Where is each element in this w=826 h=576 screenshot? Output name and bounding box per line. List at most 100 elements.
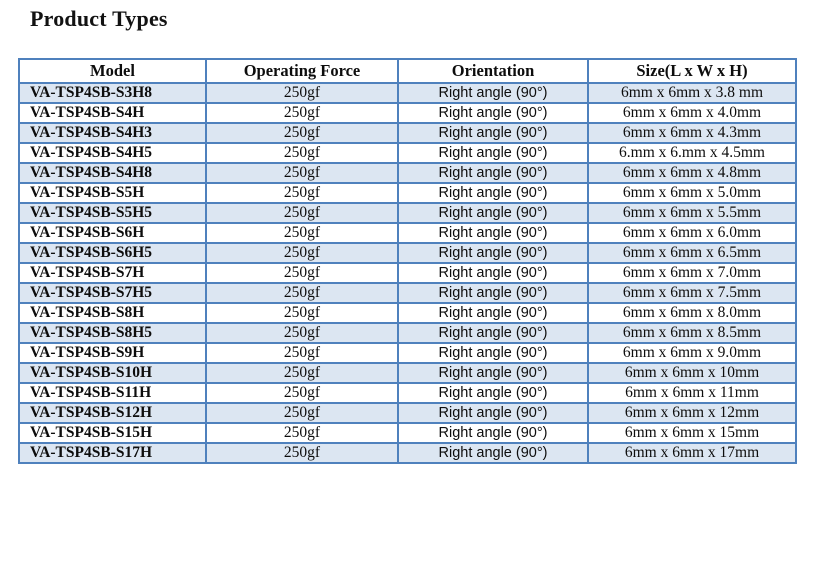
cell-model: VA-TSP4SB-S17H — [18, 442, 207, 464]
cell-size: 6mm x 6mm x 8.0mm — [587, 302, 797, 324]
cell-size: 6mm x 6mm x 4.0mm — [587, 102, 797, 124]
table-row: VA-TSP4SB-S4H 250gf Right angle (90°) 6mm x… — [18, 102, 797, 124]
cell-model: VA-TSP4SB-S7H5 — [18, 282, 207, 304]
cell-size: 6mm x 6mm x 4.8mm — [587, 162, 797, 184]
column-header-operating-force: Operating Force — [205, 58, 399, 84]
cell-size: 6mm x 6mm x 5.5mm — [587, 202, 797, 224]
table-row: VA-TSP4SB-S6H 250gf Right angle (90°) 6mm x… — [18, 222, 797, 244]
cell-operating-force: 250gf — [205, 322, 399, 344]
table-row: VA-TSP4SB-S17H 250gf Right angle (90°) 6mm … — [18, 442, 797, 464]
cell-orientation: Right angle (90°) — [397, 242, 589, 264]
table-row: VA-TSP4SB-S11H 250gf Right angle (90°) 6mm … — [18, 382, 797, 404]
cell-size: 6mm x 6mm x 8.5mm — [587, 322, 797, 344]
cell-orientation: Right angle (90°) — [397, 362, 589, 384]
table-header: Model Operating Force Orientation Size(L… — [18, 58, 797, 84]
cell-size: 6mm x 6mm x 12mm — [587, 402, 797, 424]
cell-operating-force: 250gf — [205, 302, 399, 324]
cell-orientation: Right angle (90°) — [397, 262, 589, 284]
cell-model: VA-TSP4SB-S4H8 — [18, 162, 207, 184]
cell-operating-force: 250gf — [205, 122, 399, 144]
cell-operating-force: 250gf — [205, 382, 399, 404]
cell-size: 6.mm x 6.mm x 4.5mm — [587, 142, 797, 164]
cell-operating-force: 250gf — [205, 102, 399, 124]
cell-orientation: Right angle (90°) — [397, 182, 589, 204]
cell-model: VA-TSP4SB-S8H5 — [18, 322, 207, 344]
cell-size: 6mm x 6mm x 7.0mm — [587, 262, 797, 284]
cell-orientation: Right angle (90°) — [397, 442, 589, 464]
cell-model: VA-TSP4SB-S4H3 — [18, 122, 207, 144]
cell-model: VA-TSP4SB-S15H — [18, 422, 207, 444]
cell-operating-force: 250gf — [205, 202, 399, 224]
cell-operating-force: 250gf — [205, 342, 399, 364]
cell-size: 6mm x 6mm x 10mm — [587, 362, 797, 384]
cell-model: VA-TSP4SB-S9H — [18, 342, 207, 364]
cell-size: 6mm x 6mm x 11mm — [587, 382, 797, 404]
cell-size: 6mm x 6mm x 6.5mm — [587, 242, 797, 264]
cell-model: VA-TSP4SB-S7H — [18, 262, 207, 284]
cell-size: 6mm x 6mm x 3.8 mm — [587, 82, 797, 104]
table-row: VA-TSP4SB-S6H5 250gf Right angle (90°) 6mm … — [18, 242, 797, 264]
cell-orientation: Right angle (90°) — [397, 282, 589, 304]
cell-model: VA-TSP4SB-S10H — [18, 362, 207, 384]
cell-size: 6mm x 6mm x 15mm — [587, 422, 797, 444]
cell-size: 6mm x 6mm x 4.3mm — [587, 122, 797, 144]
cell-size: 6mm x 6mm x 9.0mm — [587, 342, 797, 364]
column-header-model: Model — [18, 58, 207, 84]
cell-orientation: Right angle (90°) — [397, 82, 589, 104]
table-row: VA-TSP4SB-S7H 250gf Right angle (90°) 6mm x… — [18, 262, 797, 284]
cell-orientation: Right angle (90°) — [397, 122, 589, 144]
table-row: VA-TSP4SB-S8H5 250gf Right angle (90°) 6mm … — [18, 322, 797, 344]
column-header-size: Size(L x W x H) — [587, 58, 797, 84]
cell-orientation: Right angle (90°) — [397, 402, 589, 424]
cell-model: VA-TSP4SB-S5H5 — [18, 202, 207, 224]
cell-operating-force: 250gf — [205, 442, 399, 464]
product-types-table: Model Operating Force Orientation Size(L… — [18, 58, 797, 464]
table-row: VA-TSP4SB-S12H 250gf Right angle (90°) 6mm … — [18, 402, 797, 424]
cell-orientation: Right angle (90°) — [397, 382, 589, 404]
cell-size: 6mm x 6mm x 7.5mm — [587, 282, 797, 304]
table-body: VA-TSP4SB-S3H8 250gf Right angle (90°) 6mm … — [18, 82, 797, 464]
table-row: VA-TSP4SB-S5H5 250gf Right angle (90°) 6mm … — [18, 202, 797, 224]
cell-orientation: Right angle (90°) — [397, 202, 589, 224]
cell-size: 6mm x 6mm x 5.0mm — [587, 182, 797, 204]
cell-orientation: Right angle (90°) — [397, 342, 589, 364]
cell-operating-force: 250gf — [205, 182, 399, 204]
cell-size: 6mm x 6mm x 6.0mm — [587, 222, 797, 244]
cell-orientation: Right angle (90°) — [397, 322, 589, 344]
column-header-orientation: Orientation — [397, 58, 589, 84]
table-row: VA-TSP4SB-S7H5 250gf Right angle (90°) 6mm … — [18, 282, 797, 304]
cell-orientation: Right angle (90°) — [397, 102, 589, 124]
cell-operating-force: 250gf — [205, 422, 399, 444]
page-title: Product Types — [30, 6, 168, 31]
table-row: VA-TSP4SB-S4H8 250gf Right angle (90°) 6mm … — [18, 162, 797, 184]
table-row: VA-TSP4SB-S4H3 250gf Right angle (90°) 6mm … — [18, 122, 797, 144]
table-row: VA-TSP4SB-S5H 250gf Right angle (90°) 6mm x… — [18, 182, 797, 204]
table-header-row: Model Operating Force Orientation Size(L… — [18, 58, 797, 84]
cell-orientation: Right angle (90°) — [397, 142, 589, 164]
cell-operating-force: 250gf — [205, 402, 399, 424]
cell-model: VA-TSP4SB-S4H — [18, 102, 207, 124]
table-row: VA-TSP4SB-S10H 250gf Right angle (90°) 6mm … — [18, 362, 797, 384]
cell-model: VA-TSP4SB-S6H — [18, 222, 207, 244]
table-row: VA-TSP4SB-S8H 250gf Right angle (90°) 6mm x… — [18, 302, 797, 324]
cell-operating-force: 250gf — [205, 222, 399, 244]
cell-model: VA-TSP4SB-S8H — [18, 302, 207, 324]
cell-model: VA-TSP4SB-S4H5 — [18, 142, 207, 164]
cell-size: 6mm x 6mm x 17mm — [587, 442, 797, 464]
cell-model: VA-TSP4SB-S6H5 — [18, 242, 207, 264]
cell-operating-force: 250gf — [205, 82, 399, 104]
table-row: VA-TSP4SB-S15H 250gf Right angle (90°) 6mm … — [18, 422, 797, 444]
cell-operating-force: 250gf — [205, 282, 399, 304]
cell-operating-force: 250gf — [205, 242, 399, 264]
cell-operating-force: 250gf — [205, 142, 399, 164]
cell-orientation: Right angle (90°) — [397, 162, 589, 184]
table-row: VA-TSP4SB-S3H8 250gf Right angle (90°) 6mm … — [18, 82, 797, 104]
cell-model: VA-TSP4SB-S12H — [18, 402, 207, 424]
cell-operating-force: 250gf — [205, 162, 399, 184]
table-row: VA-TSP4SB-S4H5 250gf Right angle (90°) 6.mm… — [18, 142, 797, 164]
cell-operating-force: 250gf — [205, 362, 399, 384]
cell-orientation: Right angle (90°) — [397, 422, 589, 444]
cell-model: VA-TSP4SB-S11H — [18, 382, 207, 404]
cell-model: VA-TSP4SB-S5H — [18, 182, 207, 204]
cell-model: VA-TSP4SB-S3H8 — [18, 82, 207, 104]
